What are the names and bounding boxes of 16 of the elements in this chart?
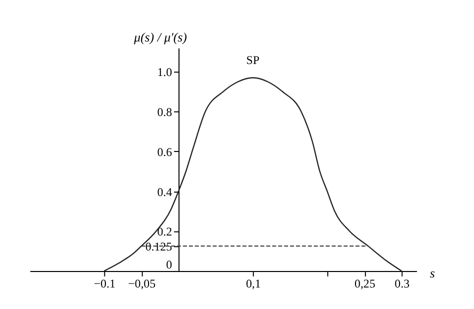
x-tick-label: −0,05 (128, 276, 156, 290)
x-tick-label: −0.1 (94, 276, 116, 290)
x-tick-label: 0,1 (246, 276, 261, 290)
y-tick-label: 0.125 (145, 240, 172, 254)
y-tick-label: 0.2 (157, 224, 172, 239)
y-tick-label: 0 (166, 258, 172, 272)
x-tick-label: 0,25 (354, 276, 376, 290)
annotation: SP (246, 52, 260, 67)
x-tick-label: 0.3 (394, 276, 410, 290)
x-axis-title: s (430, 266, 435, 280)
y-tick-label: 0.6 (157, 144, 172, 159)
line-series (104, 77, 402, 272)
y-tick-label: 0.4 (157, 184, 172, 199)
y-axis-title: μ(s) / μ'(s) (133, 30, 187, 44)
y-tick-label: 1.0 (157, 65, 172, 80)
y-tick-label: 0.8 (157, 105, 172, 120)
